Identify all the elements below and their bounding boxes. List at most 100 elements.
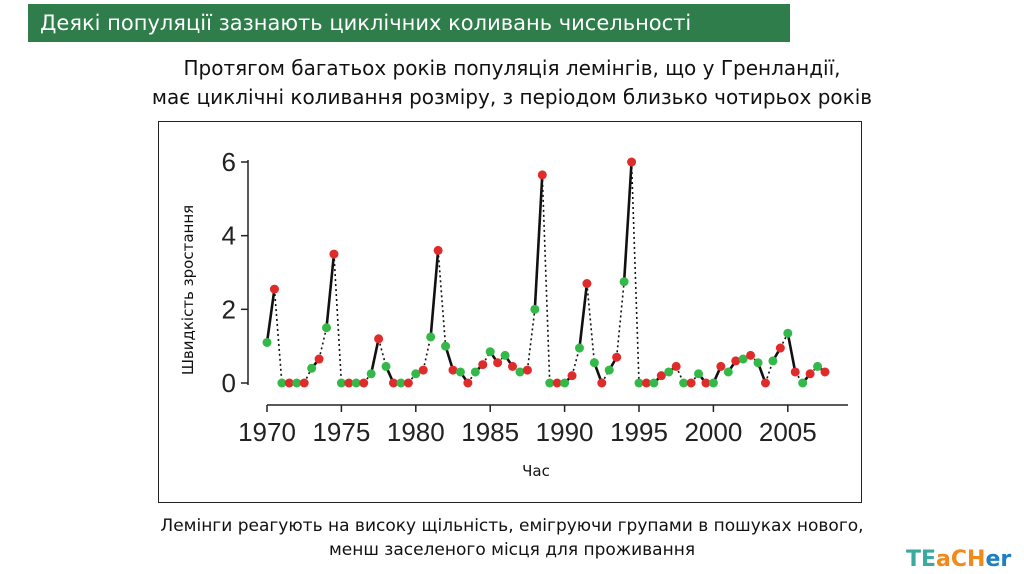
data-point-red <box>418 365 428 375</box>
data-point-red <box>403 378 413 388</box>
data-point-green <box>381 361 391 371</box>
data-point-green <box>292 378 302 388</box>
x-tick-label: 1970 <box>238 417 296 447</box>
data-point-green <box>783 328 793 338</box>
data-point-red <box>627 157 637 167</box>
data-point-green <box>574 343 584 353</box>
data-point-green <box>545 378 555 388</box>
data-point-red <box>820 367 830 377</box>
x-axis-label: Час <box>522 462 550 480</box>
data-point-red <box>314 354 324 364</box>
data-point-green <box>277 378 287 388</box>
data-point-green <box>441 341 451 351</box>
data-point-green <box>455 367 465 377</box>
data-point-red <box>522 365 532 375</box>
data-point-red <box>508 361 518 371</box>
series-segment-dotted <box>273 289 283 384</box>
x-tick-label: 1975 <box>312 417 370 447</box>
x-tick-label: 2005 <box>759 417 817 447</box>
series-segment-solid <box>622 161 633 282</box>
caption-line-2: менш заселеного місця для проживання <box>328 540 696 560</box>
data-point-green <box>515 367 525 377</box>
data-point-green <box>813 361 823 371</box>
series-segment-dotted <box>586 283 596 363</box>
data-point-red <box>463 378 473 388</box>
data-point-red <box>552 378 562 388</box>
data-point-red <box>597 378 607 388</box>
data-point-green <box>798 378 808 388</box>
logo-part-2: aCH <box>936 547 986 572</box>
data-point-green <box>262 337 272 347</box>
data-point-red <box>269 284 279 294</box>
data-point-green <box>649 378 659 388</box>
y-tick-label: 6 <box>222 147 236 177</box>
data-point-red <box>359 378 369 388</box>
data-point-red <box>537 170 547 180</box>
chart-frame <box>158 121 862 503</box>
data-point-red <box>641 378 651 388</box>
logo-part-3: er <box>985 547 1012 572</box>
series-segment-solid <box>369 338 380 375</box>
data-point-red <box>746 350 756 360</box>
data-point-green <box>679 378 689 388</box>
x-tick-label: 1995 <box>610 417 668 447</box>
data-point-red <box>374 334 384 344</box>
series-segment-dotted <box>541 174 551 384</box>
series-segment-solid <box>786 333 797 373</box>
data-point-green <box>753 358 763 368</box>
data-point-red <box>790 367 800 377</box>
data-point-green <box>351 378 361 388</box>
caption-line-1: Лемінги реагують на високу щільність, ем… <box>160 516 864 536</box>
series-segment-solid <box>429 250 440 338</box>
series-segment-dotted <box>526 309 536 371</box>
data-point-green <box>768 356 778 366</box>
data-point-green <box>470 367 480 377</box>
data-point-green <box>322 323 332 333</box>
data-point-green <box>411 369 421 379</box>
data-point-green <box>708 378 718 388</box>
data-point-green <box>694 369 704 379</box>
series-segment-solid <box>578 283 589 349</box>
data-point-red <box>760 378 770 388</box>
data-point-green <box>723 367 733 377</box>
data-point-green <box>396 378 406 388</box>
series-segment-solid <box>533 174 544 310</box>
data-point-green <box>530 304 540 314</box>
y-axis-label: Швидкість зростання <box>179 205 197 375</box>
series-segment-solid <box>265 288 276 343</box>
slide-title: Деякі популяції зазнають циклічних колив… <box>28 4 790 42</box>
x-tick-label: 2000 <box>684 417 742 447</box>
data-point-red <box>701 378 711 388</box>
data-point-green <box>485 347 495 357</box>
data-point-green <box>619 277 629 287</box>
data-point-red <box>388 378 398 388</box>
data-point-red <box>567 371 577 381</box>
y-tick-label: 0 <box>222 368 236 398</box>
data-point-red <box>731 356 741 366</box>
data-point-green <box>589 358 599 368</box>
logo-part-1: TE <box>906 547 937 572</box>
data-point-green <box>500 350 510 360</box>
series-segment-dotted <box>422 336 432 371</box>
slide-subtitle: Протягом багатьох років популяція лемінг… <box>0 54 1024 112</box>
y-tick-label: 2 <box>222 294 236 324</box>
data-point-red <box>775 343 785 353</box>
series-segment-dotted <box>318 327 328 360</box>
series-segment-dotted <box>615 281 625 358</box>
series-segment-dotted <box>437 250 447 347</box>
data-point-red <box>716 361 726 371</box>
data-point-green <box>604 365 614 375</box>
data-point-green <box>738 354 748 364</box>
data-point-red <box>478 360 488 370</box>
data-point-green <box>664 367 674 377</box>
x-tick-label: 1980 <box>387 417 445 447</box>
series-segment-dotted <box>333 254 343 384</box>
subtitle-line-1: Протягом багатьох років популяція лемінг… <box>183 56 841 80</box>
series-segment-dotted <box>764 360 774 384</box>
data-point-red <box>493 358 503 368</box>
data-point-red <box>433 245 443 255</box>
x-tick-label: 1990 <box>536 417 594 447</box>
x-tick-label: 1985 <box>461 417 519 447</box>
data-point-red <box>805 369 815 379</box>
